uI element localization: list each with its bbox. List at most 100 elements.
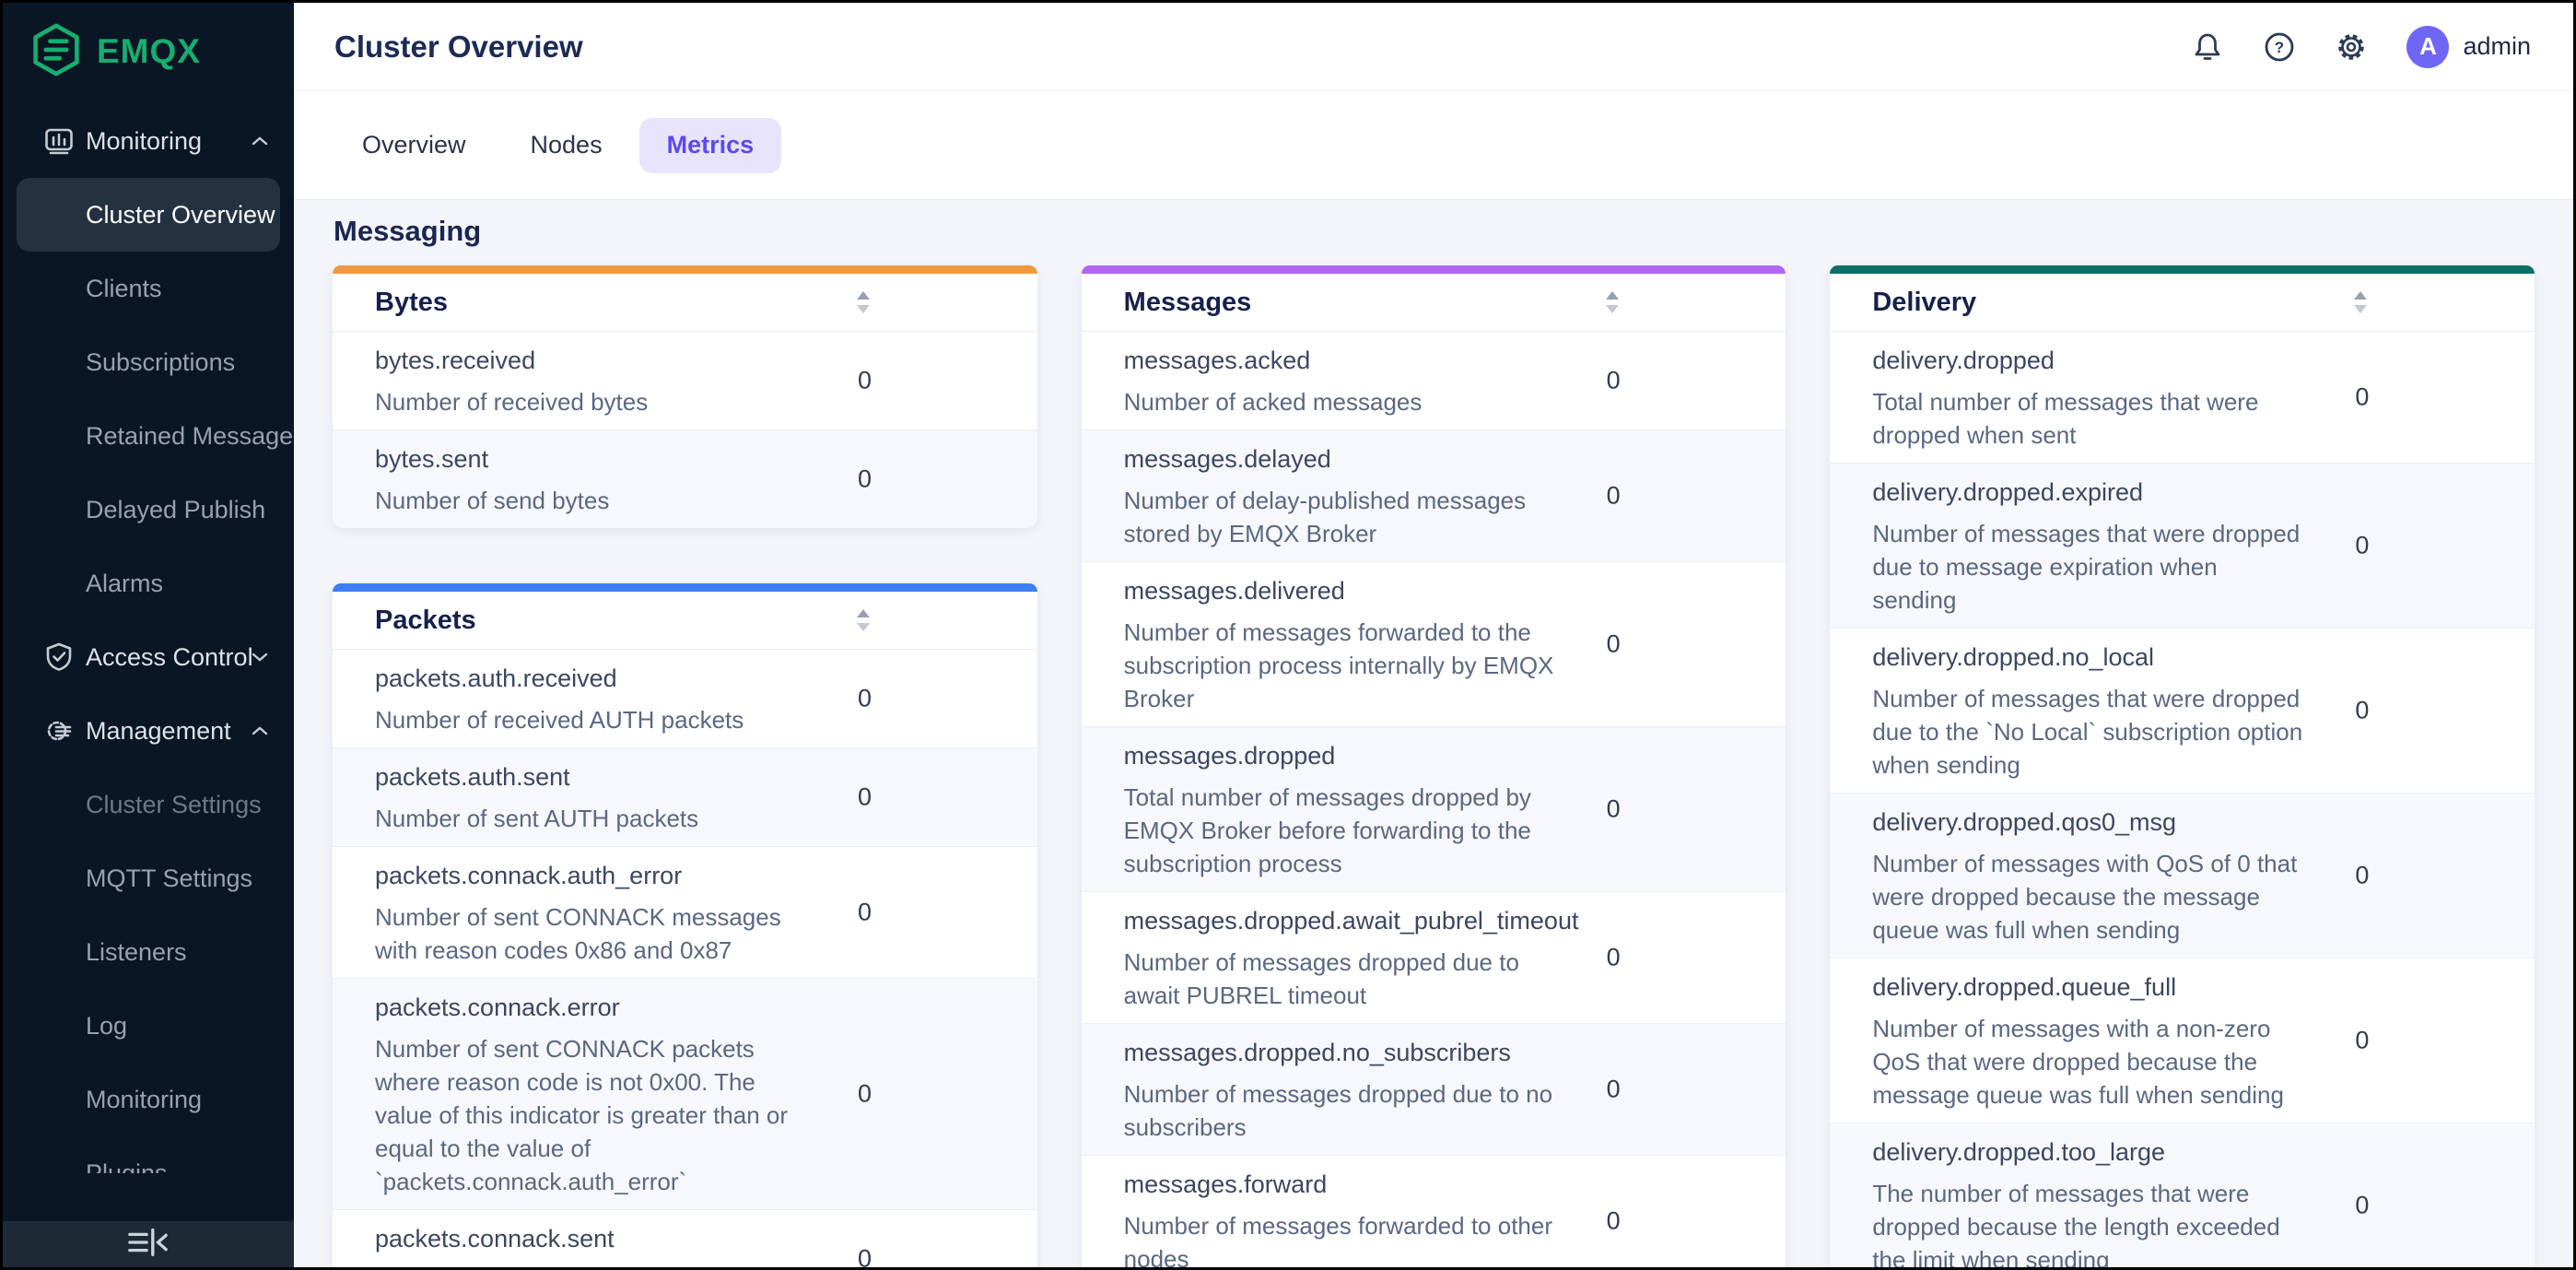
bar-chart-icon: [43, 125, 75, 157]
metric-row: delivery.dropped.queue_full Number of mes…: [1830, 958, 2535, 1123]
metric-value: 0: [1606, 629, 1621, 658]
username: admin: [2463, 32, 2531, 60]
metric-value: 0: [1606, 943, 1621, 971]
card-header: Messages: [1081, 274, 1786, 332]
metric-name: messages.dropped.await_pubrel_timeout: [1123, 907, 1579, 935]
metric-description: Number of messages with a non-zero QoS t…: [1872, 1015, 2284, 1109]
metric-description: Number of delay-published messages store…: [1123, 487, 1527, 547]
section-title: Messaging: [334, 215, 482, 247]
sidebar-item-alarms[interactable]: Alarms: [86, 569, 164, 597]
card-accent-bar: [1830, 265, 2535, 274]
sidebar-item-mqtt-settings[interactable]: MQTT Settings: [86, 864, 253, 892]
metric-name: delivery.dropped: [1872, 347, 2055, 374]
sidebar-item-subscriptions[interactable]: Subscriptions: [86, 347, 236, 376]
metric-value: 0: [858, 464, 872, 493]
card-title: Delivery: [1872, 288, 1977, 317]
metric-row: messages.delivered Number of messages for…: [1081, 561, 1786, 726]
sidebar-item-delayed-publish[interactable]: Delayed Publish: [86, 495, 266, 523]
card-rows: messages.acked Number of acked messages 0 m…: [1081, 332, 1786, 1267]
card-header: Packets: [333, 592, 1037, 650]
metric-value: 0: [2355, 531, 2370, 559]
user-menu[interactable]: A admin: [2406, 25, 2531, 68]
avatar: A: [2406, 25, 2450, 68]
metric-row: packets.connack.auth_error Number of sent…: [333, 846, 1037, 978]
sort-icon[interactable]: [1603, 288, 1622, 316]
help-icon[interactable]: ?: [2263, 30, 2296, 64]
card-accent-bar: [333, 265, 1037, 274]
sidebar-section-label: Monitoring: [86, 126, 203, 155]
sidebar-menu-fade: [3, 1173, 294, 1221]
sort-icon[interactable]: [2351, 288, 2370, 316]
metric-row: messages.delayed Number of delay-publishe…: [1081, 429, 1786, 561]
page-title: Cluster Overview: [334, 29, 583, 64]
sidebar-item-cluster-settings[interactable]: Cluster Settings: [86, 790, 262, 818]
metrics-column-1: Bytes bytes.received Number of received by…: [333, 265, 1037, 1267]
metric-name: messages.acked: [1123, 347, 1311, 374]
metric-row: delivery.dropped.no_local Number of messa…: [1830, 628, 2535, 793]
metric-row: delivery.dropped.too_large The number of …: [1830, 1123, 2535, 1267]
tab-overview[interactable]: Overview: [362, 131, 466, 159]
metric-description: Number of sent AUTH packets: [375, 805, 699, 832]
metric-description: The number of messages that were dropped…: [1872, 1180, 2280, 1267]
metric-row: messages.acked Number of acked messages 0: [1082, 332, 1786, 429]
metric-value: 0: [1606, 1206, 1621, 1235]
tab-nodes[interactable]: Nodes: [530, 131, 603, 159]
card-accent-bar: [1081, 265, 1786, 274]
sidebar-item-plugins[interactable]: Plugins: [86, 1158, 168, 1174]
tab-metrics[interactable]: Metrics: [638, 117, 782, 173]
metric-row: delivery.dropped.expired Number of messag…: [1830, 463, 2535, 628]
sidebar-collapse-button[interactable]: [3, 1221, 294, 1267]
sidebar-item-retained-messages[interactable]: Retained Messages: [86, 421, 294, 450]
sidebar-section-monitoring[interactable]: Monitoring: [3, 104, 294, 178]
metric-name: delivery.dropped.no_local: [1872, 643, 2155, 671]
card-accent-bar: [333, 583, 1037, 592]
metric-name: packets.connack.error: [375, 994, 620, 1021]
metric-row: messages.dropped.await_pubrel_timeout Num…: [1081, 891, 1786, 1023]
metric-value: 0: [1606, 366, 1621, 394]
sidebar-item-cluster-overview[interactable]: Cluster Overview: [17, 178, 280, 252]
metric-value: 0: [1606, 1075, 1621, 1103]
caret-up-icon: [250, 135, 270, 147]
metrics-card-delivery: Delivery delivery.dropped Total number of …: [1830, 265, 2535, 1267]
metric-description: Number of send bytes: [375, 487, 610, 514]
gear-icon[interactable]: [2335, 30, 2368, 64]
metric-name: packets.connack.auth_error: [375, 862, 683, 889]
caret-down-icon: [250, 651, 270, 664]
bell-icon[interactable]: [2191, 30, 2224, 64]
tab-bar: Overview Nodes Metrics: [294, 91, 2573, 200]
metric-row: packets.auth.received Number of received …: [333, 650, 1037, 747]
metric-description: Number of messages dropped due to await …: [1123, 948, 1519, 1009]
metric-name: packets.auth.received: [375, 664, 617, 692]
metric-name: delivery.dropped.qos0_msg: [1872, 808, 2177, 836]
emqx-logo[interactable]: EMQX: [3, 3, 294, 100]
metric-name: messages.forward: [1123, 1170, 1328, 1198]
metric-description: Number of sent CONNACK packets where rea…: [375, 1035, 789, 1195]
sidebar-item-log[interactable]: Log: [86, 1011, 128, 1040]
sort-icon[interactable]: [854, 288, 872, 316]
brand-text: EMQX: [97, 32, 201, 70]
gear-list-icon: [43, 715, 75, 747]
metric-row: bytes.sent Number of send bytes 0: [333, 429, 1037, 528]
metric-name: messages.dropped: [1123, 742, 1336, 770]
card-rows: packets.auth.received Number of received …: [333, 650, 1037, 1267]
sidebar-item-monitoring[interactable]: Monitoring: [86, 1085, 203, 1113]
sidebar-item-listeners[interactable]: Listeners: [86, 937, 187, 966]
metric-row: delivery.dropped.qos0_msg Number of messa…: [1830, 793, 2535, 958]
metric-name: packets.auth.sent: [375, 763, 570, 791]
metrics-card-packets: Packets packets.auth.received Number of re…: [333, 583, 1037, 1267]
topbar-icon-group: ?: [2191, 30, 2368, 64]
card-rows: bytes.received Number of received bytes 0 b…: [333, 332, 1037, 528]
metric-row: delivery.dropped Total number of messages…: [1830, 332, 2535, 463]
metric-row: messages.forward Number of messages forwa…: [1081, 1155, 1786, 1267]
metric-value: 0: [1606, 481, 1621, 510]
sidebar-section-access-control[interactable]: Access Control: [3, 620, 294, 694]
metric-description: Number of received AUTH packets: [375, 706, 744, 734]
metric-value: 0: [2355, 382, 2370, 411]
sort-icon[interactable]: [854, 606, 872, 634]
sidebar-item-clients[interactable]: Clients: [86, 274, 162, 302]
metric-row: messages.dropped.no_subscribers Number of…: [1081, 1023, 1786, 1155]
metric-description: Total number of messages that were dropp…: [1872, 388, 2259, 449]
metric-description: Number of acked messages: [1123, 388, 1423, 416]
sidebar-section-management[interactable]: Management: [3, 694, 294, 768]
metric-value: 0: [858, 366, 872, 394]
